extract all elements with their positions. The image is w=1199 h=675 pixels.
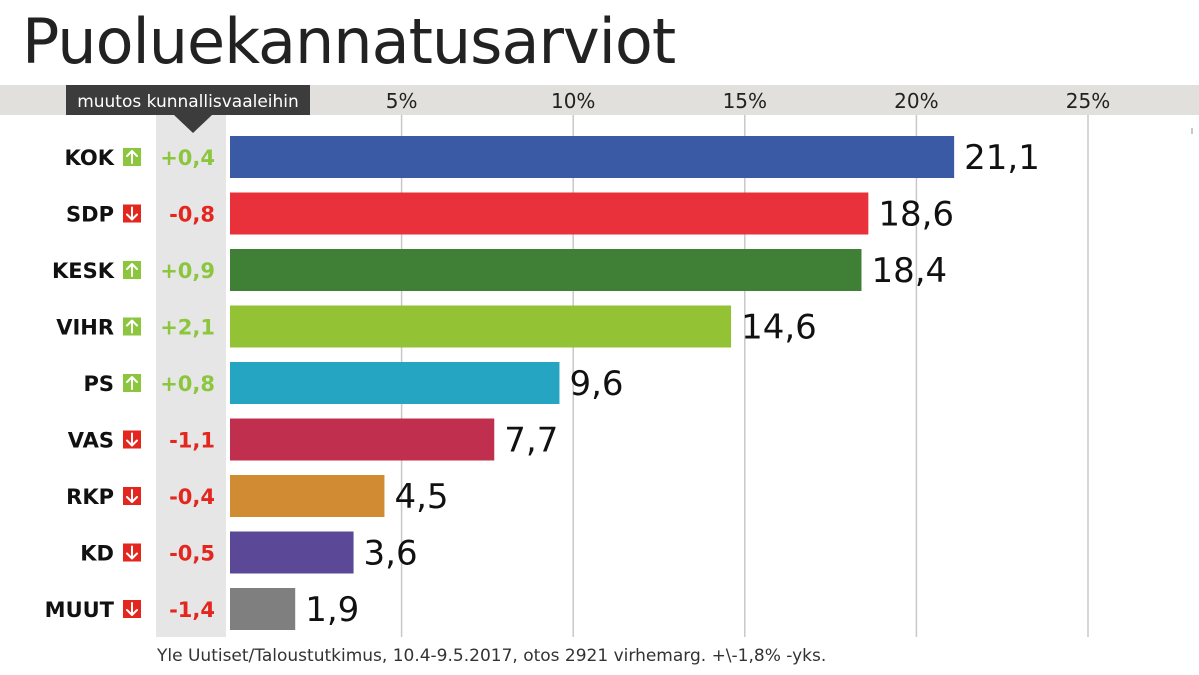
x-tick-label: 10% bbox=[551, 89, 595, 113]
x-tick-label: 15% bbox=[723, 89, 767, 113]
arrow-up-icon bbox=[123, 317, 141, 336]
bar-row: VAS -1,1 7,7 bbox=[68, 418, 558, 461]
bar-row: PS +0,8 9,6 bbox=[83, 362, 624, 404]
category-label: PS bbox=[83, 372, 114, 396]
chart-title: Puoluekannatusarviot bbox=[22, 5, 676, 78]
bar bbox=[230, 305, 732, 348]
bar bbox=[230, 531, 354, 574]
category-label: MUUT bbox=[45, 598, 115, 622]
change-value: -1,1 bbox=[169, 429, 215, 453]
bar bbox=[230, 136, 955, 178]
bar bbox=[230, 249, 862, 291]
change-value: -0,4 bbox=[169, 485, 215, 509]
bar-row: MUUT -1,4 1,9 bbox=[45, 588, 359, 630]
value-label: 3,6 bbox=[364, 534, 418, 574]
bar bbox=[230, 475, 385, 517]
value-label: 4,5 bbox=[394, 477, 448, 517]
value-label: 7,7 bbox=[504, 421, 558, 461]
arrow-up-icon bbox=[123, 374, 141, 392]
change-value: +2,1 bbox=[160, 316, 215, 340]
bar-row: SDP -0,8 18,6 bbox=[66, 192, 954, 235]
arrow-down-icon bbox=[123, 430, 141, 449]
bar bbox=[230, 588, 296, 630]
bar bbox=[230, 362, 560, 404]
arrow-up-icon bbox=[123, 261, 141, 279]
x-tick-label: 5% bbox=[386, 89, 418, 113]
x-tick-label: 20% bbox=[894, 89, 938, 113]
change-header-pointer bbox=[174, 115, 212, 133]
bar bbox=[230, 192, 869, 235]
value-label: 14,6 bbox=[741, 308, 817, 348]
change-value: +0,9 bbox=[160, 259, 215, 283]
change-value: -1,4 bbox=[169, 598, 215, 622]
change-header-label: muutos kunnallisvaaleihin bbox=[77, 92, 299, 112]
category-label: VIHR bbox=[56, 316, 114, 340]
change-value: -0,8 bbox=[169, 203, 215, 227]
value-label: 18,6 bbox=[878, 195, 954, 235]
bar-row: KESK +0,9 18,4 bbox=[52, 249, 947, 291]
arrow-down-icon bbox=[123, 600, 141, 618]
change-value: -0,5 bbox=[169, 542, 215, 566]
arrow-up-icon bbox=[123, 148, 141, 166]
x-tick-label: 25% bbox=[1066, 89, 1110, 113]
category-label: VAS bbox=[68, 429, 114, 453]
arrow-down-icon bbox=[123, 543, 141, 562]
value-label: 21,1 bbox=[964, 138, 1040, 178]
arrow-down-icon bbox=[123, 487, 141, 505]
category-label: SDP bbox=[66, 203, 114, 227]
source-note: Yle Uutiset/Taloustutkimus, 10.4-9.5.201… bbox=[157, 646, 827, 666]
category-label: RKP bbox=[66, 485, 114, 509]
bar bbox=[230, 418, 495, 461]
category-label: KOK bbox=[65, 146, 115, 170]
category-label: KD bbox=[80, 542, 114, 566]
bar-row: VIHR +2,1 14,6 bbox=[56, 305, 817, 348]
arrow-down-icon bbox=[123, 204, 141, 223]
value-label: 9,6 bbox=[569, 364, 623, 404]
value-label: 18,4 bbox=[871, 251, 947, 291]
change-value: +0,4 bbox=[160, 146, 215, 170]
category-label: KESK bbox=[52, 259, 115, 283]
change-column-background bbox=[156, 115, 226, 637]
change-value: +0,8 bbox=[160, 372, 215, 396]
bar-row: KD -0,5 3,6 bbox=[80, 531, 418, 574]
bar-row: KOK +0,4 21,1 bbox=[65, 136, 1040, 178]
value-label: 1,9 bbox=[305, 590, 359, 630]
change-header-box bbox=[66, 85, 310, 115]
bar-row: RKP -0,4 4,5 bbox=[66, 475, 449, 517]
